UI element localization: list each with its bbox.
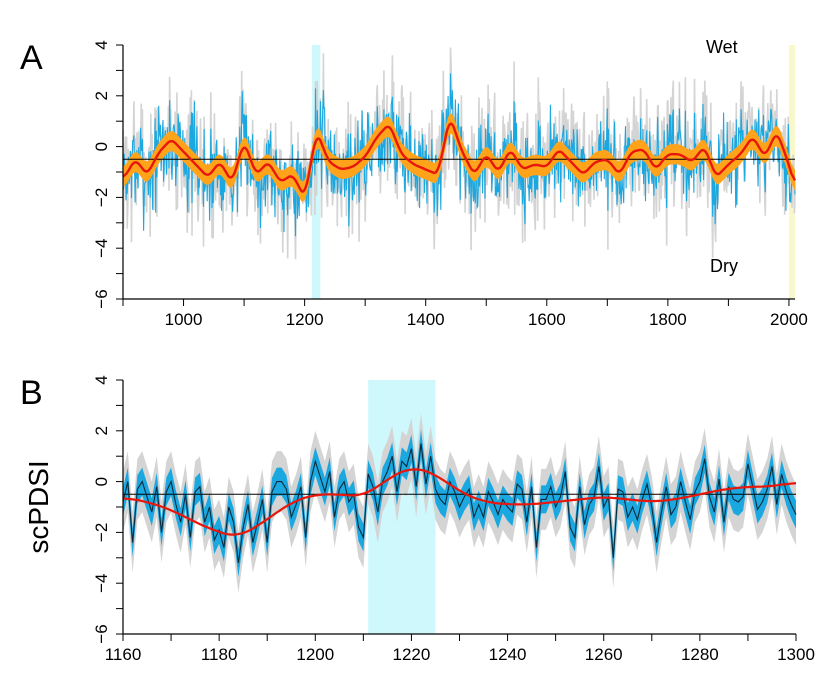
panel-a-uncertainty-band [123, 113, 795, 202]
panel-a-y-tick-label: 2 [92, 91, 111, 100]
panel-b-axes: 1160 1180 1200 1220 1240 1260 1280 1300 4 2 0 −2 −4 −… [92, 375, 815, 664]
panel-a-y-tick-label: 4 [92, 40, 111, 49]
panel-b-x-tick-label: 1180 [201, 645, 238, 664]
panel-a-x-tick-label: 1200 [286, 310, 324, 329]
panel-a-y-tick-label: −2 [92, 188, 111, 207]
panel-b-y-tick-label: 4 [92, 375, 111, 384]
panel-a-x-tick-label: 1000 [165, 310, 203, 329]
panel-a-x-tick-label: 1800 [649, 310, 687, 329]
panel-b-uncertainty-band [123, 429, 796, 577]
annual-band-blue [123, 429, 796, 577]
panel-b-label: B [20, 374, 43, 412]
panel-b-x-tick-label: 1300 [777, 645, 815, 664]
panel-b-x-tick-label: 1220 [393, 645, 431, 664]
dry-annotation: Dry [710, 256, 738, 276]
panel-b-y-tick-label: 2 [92, 426, 111, 435]
panel-a-x-tick-label: 2000 [770, 310, 808, 329]
smooth-line-red [122, 122, 797, 193]
smooth-line-red [122, 468, 797, 536]
panel-b-x-tick-label: 1160 [105, 645, 142, 664]
panel-a-x-tick-label: 1600 [528, 310, 566, 329]
panel-a-axes: 1000 1200 1400 1600 1800 2000 4 2 0 −2 −4 −6 [92, 40, 808, 329]
panel-a-y-tick-label: −4 [92, 239, 111, 258]
panel-b-x-tick-label: 1280 [681, 645, 719, 664]
panel-a-y-tick-label: 0 [92, 142, 111, 151]
panel-b-y-tick-label: −2 [92, 523, 111, 542]
y-axis-label: scPDSI [23, 460, 54, 553]
panel-a-x-tick-label: 1400 [407, 310, 445, 329]
panel-b-y-tick-label: −4 [92, 574, 111, 593]
panel-b-x-tick-label: 1260 [585, 645, 623, 664]
panel-a-y-tick-label: −6 [92, 289, 111, 308]
panel-b-annual-line [122, 443, 797, 563]
panel-b-x-tick-label: 1240 [489, 645, 527, 664]
panel-a-label: A [20, 39, 43, 77]
panel-a-smooth-line [122, 122, 797, 193]
panel-b-y-tick-label: 0 [92, 477, 111, 486]
panel-b-smooth-line [122, 468, 797, 536]
panel-b-y-tick-label: −6 [92, 624, 111, 643]
wet-annotation: Wet [706, 37, 738, 57]
annual-line [122, 443, 797, 563]
panel-b-x-tick-label: 1200 [296, 645, 334, 664]
panel-b: B scPDSI 1160 1180 1200 1220 1240 1260 1280 130… [20, 374, 815, 664]
smooth-uncertainty-band [123, 113, 795, 202]
